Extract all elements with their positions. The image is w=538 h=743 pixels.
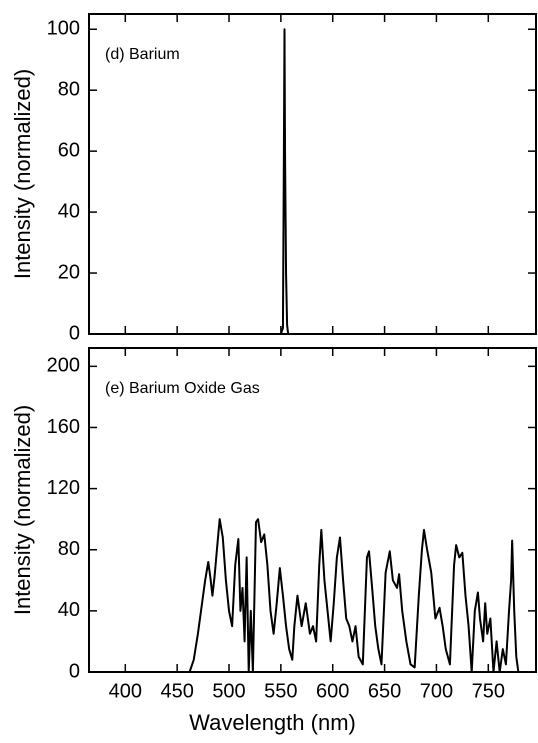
x-axis-label: Wavelength (nm) [189, 710, 356, 735]
y-tick-label: 40 [58, 200, 80, 222]
y-tick-label: 0 [69, 322, 80, 344]
x-tick-label: 400 [109, 680, 142, 702]
x-tick-label: 750 [472, 680, 505, 702]
x-tick-label: 650 [368, 680, 401, 702]
y-tick-label: 20 [58, 261, 80, 283]
annotation: (d) Barium [105, 46, 180, 63]
y-tick-label: 0 [69, 660, 80, 682]
y-axis-label: Intensity (normalized) [10, 69, 35, 279]
x-tick-label: 500 [212, 680, 245, 702]
y-tick-label: 40 [58, 599, 80, 621]
plot-frame [88, 13, 537, 335]
y-tick-label: 160 [47, 416, 80, 438]
y-tick-label: 60 [58, 139, 80, 161]
spectrum-line [89, 518, 536, 673]
y-tick-label: 80 [58, 538, 80, 560]
x-tick-label: 550 [264, 680, 297, 702]
y-tick-label: 120 [47, 477, 80, 499]
y-tick-label: 200 [47, 355, 80, 377]
x-tick-label: 450 [160, 680, 193, 702]
y-tick-label: 80 [58, 78, 80, 100]
y-axis-label: Intensity (normalized) [10, 405, 35, 615]
spectrum-line [89, 28, 536, 335]
x-tick-label: 700 [420, 680, 453, 702]
plot-frame [88, 347, 537, 673]
x-tick-label: 600 [316, 680, 349, 702]
y-tick-label: 100 [47, 18, 80, 40]
annotation: (e) Barium Oxide Gas [105, 380, 260, 397]
